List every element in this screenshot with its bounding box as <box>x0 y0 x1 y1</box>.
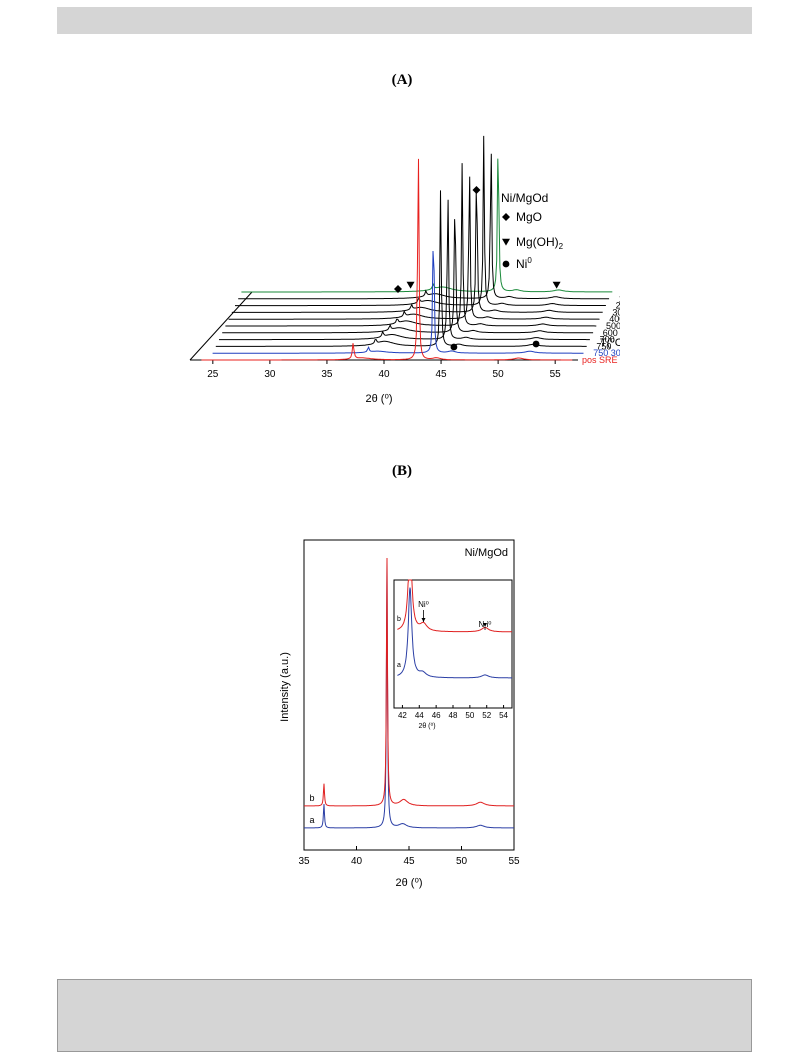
chart-b-inset-trace-a <box>397 587 512 679</box>
chart-a-legend-label: Mg(OH)2 <box>516 235 564 251</box>
chart-b-x-tick-label: 55 <box>508 856 520 867</box>
chart-b-inset-x-tick-label: 54 <box>499 711 508 720</box>
chart-b-inset-series-label: a <box>397 662 401 669</box>
chart-a-series-label: 750 <box>596 341 611 351</box>
chart-a-marker-triangle-down <box>406 281 415 289</box>
chart-a-legend-marker <box>502 238 510 246</box>
chart-a-trace <box>219 199 590 341</box>
chart-a-x-tick-label: 25 <box>207 369 219 380</box>
chart-a-legend-marker <box>502 213 510 221</box>
chart-a-x-tick-label: 55 <box>550 369 562 380</box>
chart-a-trace <box>212 250 584 354</box>
chart-b-inset-x-tick-label: 46 <box>432 711 441 720</box>
chart-b-inset-series-label: b <box>397 616 401 623</box>
chart-b-xrd: 35 40 45 50 55 2θ (⁰) Intensity (a.u.) Ni/MgOd a… <box>279 539 520 889</box>
chart-a-series-label: 300 <box>612 307 620 317</box>
chart-a-series-label: 200 <box>616 301 620 311</box>
page-header-bar <box>57 7 752 34</box>
chart-a-trace <box>238 153 610 300</box>
chart-b-inset-annotation-arrowhead <box>421 618 426 622</box>
chart-b-series-label: b <box>309 793 314 803</box>
chart-a-trace <box>241 158 613 293</box>
chart-a-series-label: 700 <box>600 335 615 345</box>
chart-b-x-tick-label: 35 <box>298 856 310 867</box>
chart-a-x-tick-label: 45 <box>435 369 447 380</box>
chart-a-trace <box>228 176 600 320</box>
chart-a-marker-diamond <box>394 285 402 293</box>
chart-a-trace <box>201 158 573 361</box>
chart-b-inset-annotation: Ni⁰ <box>418 600 429 609</box>
page-footer-bar <box>57 979 752 1052</box>
chart-b-y-axis-title: Intensity (a.u.) <box>279 652 291 722</box>
chart-a-x-tick-label: 50 <box>493 369 505 380</box>
chart-a-trace <box>235 135 606 307</box>
chart-a-x-tick-label: 40 <box>378 369 390 380</box>
chart-a-legend-title: Ni/MgOd <box>501 191 548 205</box>
chart-a-legend-label: MgO <box>516 210 542 224</box>
chart-b-trace-a <box>304 561 514 829</box>
chart-b-inset-x-axis-title: 2θ (⁰) <box>418 722 435 730</box>
chart-b-inset-x-tick-label: 44 <box>415 711 424 720</box>
chart-a-trace <box>215 190 587 347</box>
chart-b-inset-frame <box>393 579 513 709</box>
chart-b-x-tick-label: 45 <box>403 856 415 867</box>
panel-a-label: (A) <box>391 72 413 88</box>
chart-a-marker-circle <box>532 340 540 348</box>
chart-b-inset-x-tick-label: 52 <box>482 711 491 720</box>
chart-a-marker-circle <box>450 343 458 351</box>
chart-a-legend-marker <box>502 260 510 268</box>
chart-b-x-tick-label: 40 <box>351 856 363 867</box>
chart-a-series-label: 500 <box>606 321 620 331</box>
chart-b-inset-trace-b <box>397 579 512 633</box>
chart-a-trace <box>231 191 603 313</box>
chart-a-series-label: pos SRE <box>582 355 618 365</box>
chart-b-x-tick-label: 50 <box>456 856 468 867</box>
chart-a-series-label: 400 <box>609 314 620 324</box>
chart-b-title: Ni/MgOd <box>465 547 508 559</box>
chart-a-marker-triangle-down <box>552 281 561 289</box>
chart-b-inset-x-tick-label: 42 <box>398 711 407 720</box>
chart-b-series-label: a <box>309 815 314 825</box>
chart-b-x-axis-title: 2θ (⁰) <box>395 877 422 889</box>
chart-b-inset-annotation-arrowhead <box>483 623 488 627</box>
chart-a-legend-label: Ni0 <box>516 256 532 271</box>
chart-b-inset-x-tick-label: 50 <box>465 711 474 720</box>
chart-a-series-label: 100 <box>619 294 620 304</box>
chart-a-trace <box>222 219 594 334</box>
chart-a-x-tick-label: 35 <box>321 369 333 380</box>
chart-a-series-label: 750 30min <box>593 348 620 358</box>
chart-a-series-label: 600 <box>603 328 618 338</box>
chart-a-depth-axis <box>189 291 253 361</box>
chart-a-marker-diamond <box>472 186 481 194</box>
chart-b-inset-x-tick-label: 48 <box>449 711 458 720</box>
chart-a-x-axis-title: 2θ (⁰) <box>365 393 392 405</box>
panel-b-label: (B) <box>392 463 412 479</box>
chart-a-trace <box>225 163 597 327</box>
chart-a-x-tick-label: 30 <box>264 369 276 380</box>
chart-a-z-axis-label: T(⁰C) <box>600 337 620 349</box>
chart-b-trace-b <box>304 557 514 807</box>
